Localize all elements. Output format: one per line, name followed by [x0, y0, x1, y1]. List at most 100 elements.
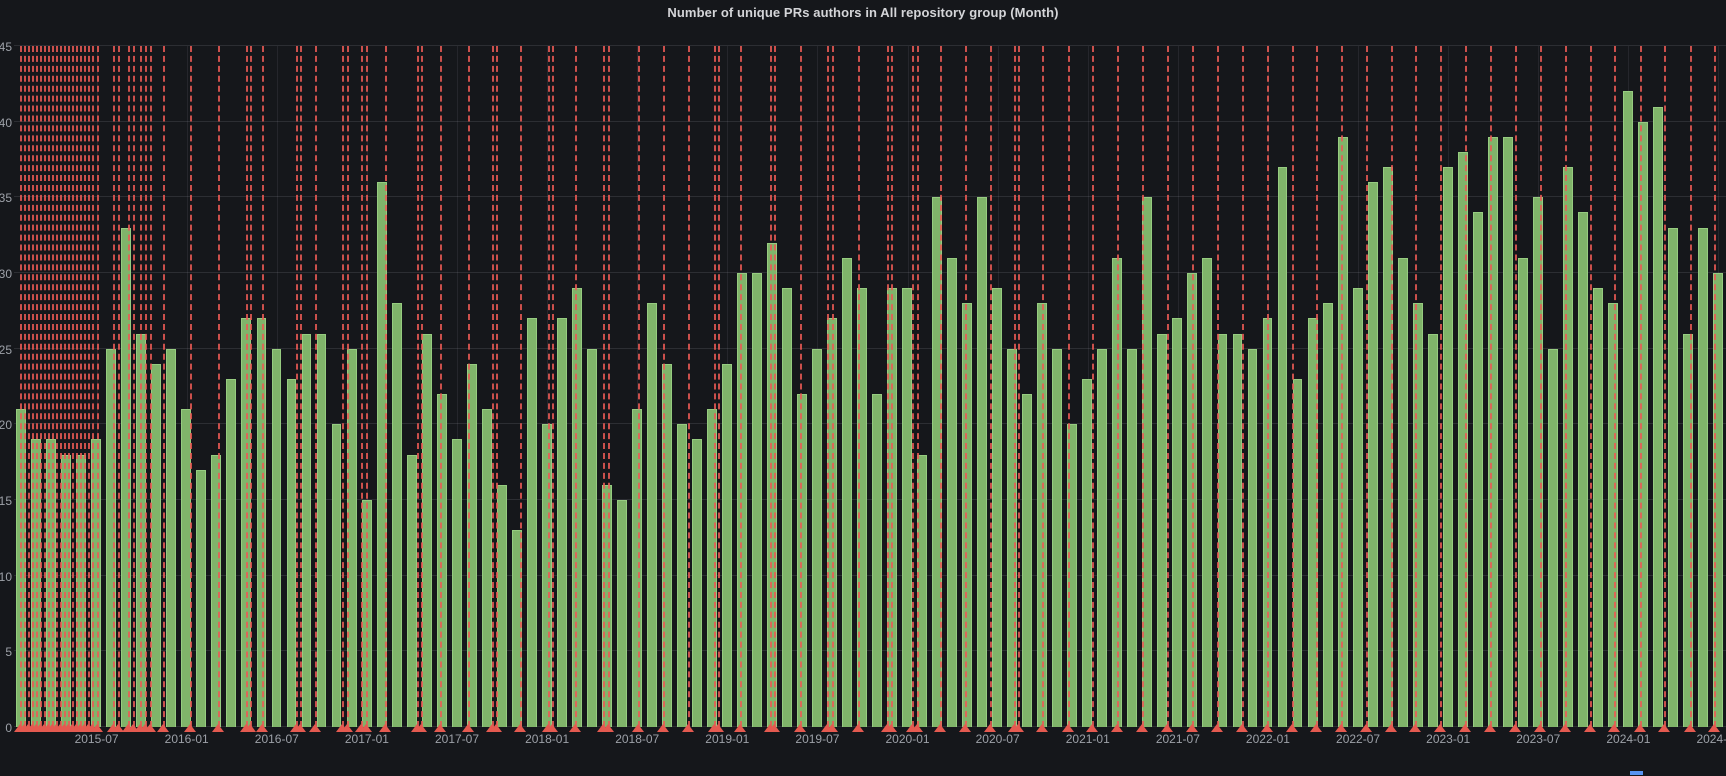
bar[interactable]	[1442, 167, 1453, 727]
bar[interactable]	[782, 288, 792, 727]
bar[interactable]	[721, 363, 732, 727]
bar[interactable]	[1277, 167, 1288, 727]
bar[interactable]	[1698, 227, 1708, 727]
bar[interactable]	[1577, 212, 1588, 727]
bar[interactable]	[391, 303, 402, 727]
bar[interactable]	[947, 257, 958, 727]
bar[interactable]	[1052, 348, 1063, 727]
bar[interactable]	[316, 333, 327, 727]
bar[interactable]	[1127, 348, 1138, 727]
bar[interactable]	[1307, 318, 1318, 727]
bar[interactable]	[737, 273, 747, 727]
bar[interactable]	[797, 394, 807, 727]
bar[interactable]	[1097, 348, 1108, 727]
bar[interactable]	[31, 439, 42, 727]
bar[interactable]	[1157, 333, 1168, 727]
bar[interactable]	[1713, 273, 1723, 727]
bar[interactable]	[496, 484, 507, 727]
bar[interactable]	[1202, 257, 1213, 727]
bar[interactable]	[1187, 273, 1198, 727]
bar[interactable]	[1262, 318, 1273, 727]
bar[interactable]	[1322, 303, 1333, 727]
bar[interactable]	[1037, 303, 1048, 727]
bar[interactable]	[992, 288, 1003, 727]
bar[interactable]	[196, 469, 207, 727]
legend-series-marker[interactable]	[1630, 771, 1643, 775]
bar[interactable]	[556, 318, 567, 727]
bar[interactable]	[827, 318, 837, 727]
bar[interactable]	[541, 424, 552, 727]
bar[interactable]	[1082, 378, 1093, 727]
bar[interactable]	[842, 257, 853, 727]
bar[interactable]	[61, 454, 72, 727]
bar[interactable]	[917, 454, 928, 727]
bar[interactable]	[406, 454, 417, 727]
bar[interactable]	[887, 288, 898, 727]
bar[interactable]	[1652, 106, 1663, 727]
bar[interactable]	[1592, 288, 1603, 727]
bar[interactable]	[256, 318, 267, 727]
bar[interactable]	[136, 333, 147, 727]
bar[interactable]	[46, 439, 57, 727]
bar[interactable]	[16, 409, 27, 727]
bar[interactable]	[376, 182, 387, 727]
bar[interactable]	[361, 500, 372, 727]
bar[interactable]	[226, 378, 237, 727]
bar[interactable]	[691, 439, 702, 727]
bar[interactable]	[1352, 288, 1363, 727]
bar[interactable]	[1532, 197, 1543, 727]
bar[interactable]	[902, 288, 913, 727]
bar[interactable]	[1502, 136, 1513, 727]
bar[interactable]	[1682, 333, 1693, 727]
bar[interactable]	[1472, 212, 1483, 727]
panel-title[interactable]: Number of unique PRs authors in All repo…	[667, 5, 1059, 20]
bar[interactable]	[151, 363, 162, 727]
bar[interactable]	[1172, 318, 1183, 727]
bar[interactable]	[301, 333, 312, 727]
bar[interactable]	[1232, 333, 1243, 727]
bar[interactable]	[1217, 333, 1228, 727]
bar[interactable]	[1412, 303, 1423, 727]
bar[interactable]	[1427, 333, 1438, 727]
bar[interactable]	[571, 288, 582, 727]
bar[interactable]	[211, 454, 222, 727]
bar[interactable]	[1247, 348, 1258, 727]
bar[interactable]	[616, 500, 627, 727]
bar[interactable]	[1562, 167, 1573, 727]
bar[interactable]	[1397, 257, 1408, 727]
bar[interactable]	[676, 424, 687, 727]
bar[interactable]	[451, 439, 462, 727]
bar[interactable]	[661, 363, 672, 727]
bar[interactable]	[511, 530, 522, 727]
bar[interactable]	[421, 333, 432, 727]
bar[interactable]	[436, 394, 447, 727]
bar[interactable]	[1292, 378, 1303, 727]
bar[interactable]	[767, 242, 777, 727]
bar[interactable]	[1487, 136, 1498, 727]
bar[interactable]	[106, 348, 117, 727]
bar[interactable]	[91, 439, 102, 727]
bar[interactable]	[181, 409, 192, 727]
bar[interactable]	[1022, 394, 1033, 727]
bar[interactable]	[331, 424, 342, 727]
bar[interactable]	[586, 348, 597, 727]
bar[interactable]	[872, 394, 883, 727]
bar[interactable]	[271, 348, 282, 727]
plot-area[interactable]	[13, 45, 1726, 732]
bar[interactable]	[977, 197, 988, 727]
bar[interactable]	[857, 288, 868, 727]
bar[interactable]	[286, 378, 297, 727]
bar[interactable]	[631, 409, 642, 727]
bar[interactable]	[812, 348, 822, 727]
bar[interactable]	[752, 273, 762, 727]
bar[interactable]	[76, 454, 87, 727]
bar[interactable]	[1457, 151, 1468, 727]
bar[interactable]	[466, 363, 477, 727]
bar[interactable]	[121, 227, 132, 727]
bar[interactable]	[1547, 348, 1558, 727]
bar[interactable]	[1607, 303, 1618, 727]
bar[interactable]	[1367, 182, 1378, 727]
bar[interactable]	[1067, 424, 1078, 727]
bar[interactable]	[241, 318, 252, 727]
bar[interactable]	[1637, 121, 1648, 727]
